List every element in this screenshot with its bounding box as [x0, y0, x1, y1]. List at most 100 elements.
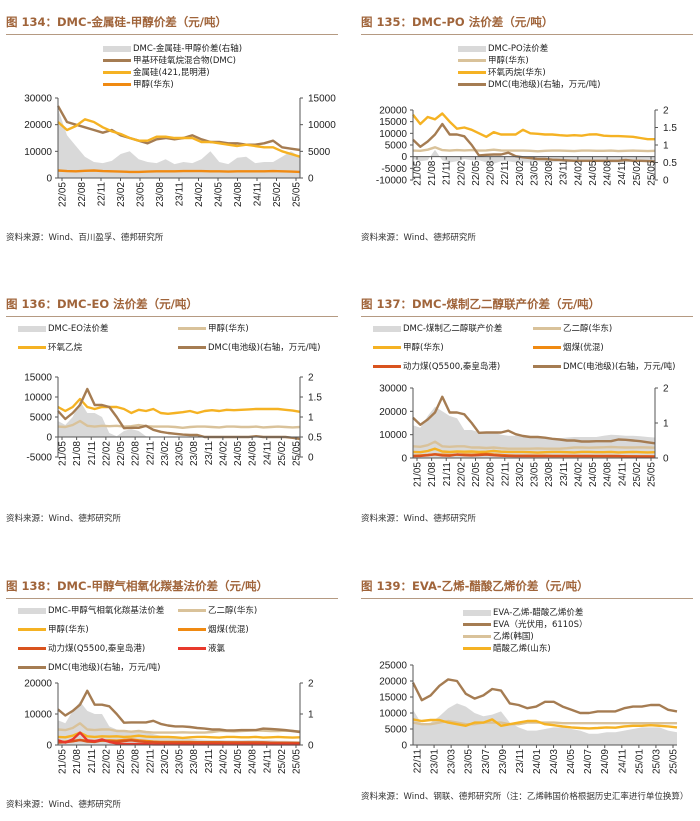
- legend-item: DMC-EO法价差: [18, 323, 108, 335]
- title-text: DMC-煤制乙二醇联产价差（元/吨）: [412, 297, 601, 311]
- title-text: DMC-金属硅-甲醇价差（元/吨）: [57, 15, 227, 29]
- x-tick-label: 23/08: [544, 160, 555, 185]
- y2-tick-label: 5000: [308, 147, 331, 158]
- legend-item: 甲醇(华东): [18, 624, 89, 636]
- legend-label: 动力煤(Q5500,秦皇岛港): [48, 644, 146, 654]
- legend-item: 乙烯(韩国): [463, 631, 534, 643]
- legend-item: DMC(电池级)(右轴，万元/吨): [458, 79, 600, 91]
- legend-area-swatch: [458, 45, 486, 52]
- legend-item: 甲醇(华东): [103, 79, 174, 91]
- legend-line-swatch: [463, 623, 491, 626]
- legend-label: 乙烯(韩国): [493, 632, 534, 642]
- line-series: [412, 440, 656, 450]
- x-tick-label: 24/05: [588, 160, 599, 185]
- figure-number: 图 135：: [361, 15, 413, 29]
- legend-item: 乙二醇(华东): [178, 605, 257, 617]
- x-tick-label: 23/05: [136, 182, 147, 207]
- legend-line-swatch: [178, 327, 206, 330]
- legend-label: EVA（光伏用，6110S）: [493, 620, 588, 630]
- figure-number: 图 138：: [6, 579, 58, 593]
- x-tick-label: 22/02: [456, 160, 467, 185]
- x-tick-label: 24/02: [573, 462, 584, 487]
- x-tick-label: 21/11: [442, 160, 453, 185]
- x-tick-label: 24/08: [603, 462, 614, 487]
- legend-line-swatch: [178, 647, 206, 650]
- x-tick-label: 23/05: [530, 462, 541, 487]
- x-tick-label: 21/11: [442, 462, 453, 487]
- x-tick-label: 22/05: [58, 182, 69, 207]
- y-tick-label: 15000: [379, 693, 407, 704]
- x-tick-label: 25/02: [632, 160, 643, 185]
- legend: DMC-PO法价差 甲醇(华东) 环氧丙烷(华东) DMC(电池级)(右轴，万元/吨): [458, 43, 688, 103]
- x-tick-label: 22/11: [500, 160, 511, 185]
- line-series: [57, 731, 301, 740]
- legend-line-swatch: [373, 346, 401, 349]
- legend-label: 环氧乙烷: [48, 343, 83, 353]
- legend-label: DMC(电池级)(右轴，万元/吨): [563, 362, 676, 372]
- legend-label: 烟煤(优混): [563, 343, 604, 353]
- legend-label: DMC(电池级)(右轴，万元/吨): [208, 343, 321, 353]
- y2-tick-label: 0: [308, 453, 314, 464]
- legend-line-swatch: [18, 346, 46, 349]
- x-tick-label: 22/08: [131, 441, 142, 466]
- y-tick-label: 30000: [379, 384, 407, 395]
- legend-label: DMC-EO法价差: [48, 324, 109, 334]
- x-tick-label: 24/11: [262, 749, 273, 774]
- y2-tick-label: 1: [663, 141, 669, 152]
- x-tick-label: 23/02: [515, 160, 526, 185]
- legend-item: 环氧乙烷: [18, 342, 82, 354]
- legend-line-swatch: [458, 59, 486, 62]
- y-tick-label: 15000: [379, 117, 407, 128]
- line-series: [57, 731, 300, 746]
- x-tick-label: 24/09: [600, 749, 611, 774]
- legend-line-swatch: [18, 628, 46, 631]
- legend-label: 动力煤(Q5500,秦皇岛港): [403, 362, 501, 372]
- x-tick-label: 25/02: [277, 749, 288, 774]
- figure-number: 图 134：: [6, 15, 58, 29]
- y-tick-label: 0: [46, 433, 52, 444]
- legend-label: DMC-金属硅-甲醇价差(右轴): [133, 44, 243, 54]
- legend-item: DMC(电池级)(右轴，万元/吨): [178, 342, 320, 354]
- x-tick-label: 24/01: [532, 749, 543, 774]
- legend-label: 液氯: [208, 644, 226, 654]
- panel-fig137: 图 137：DMC-煤制乙二醇联产价差（元/吨） DMC-煤制乙二醇联产价差 乙二…: [355, 295, 695, 530]
- legend-label: 甲醇(华东): [48, 625, 89, 635]
- legend-line-swatch: [458, 83, 486, 86]
- legend-item: DMC(电池级)(右轴，万元/吨): [18, 662, 160, 674]
- y2-tick-label: 2: [308, 373, 314, 384]
- x-tick-label: 22/11: [413, 749, 424, 774]
- x-tick-label: 23/05: [175, 749, 186, 774]
- y2-tick-label: 1: [663, 419, 669, 430]
- x-tick-label: 21/11: [87, 441, 98, 466]
- y2-tick-label: 0: [308, 741, 314, 752]
- x-tick-label: 24/11: [617, 749, 628, 774]
- line-series: [412, 146, 656, 153]
- legend-line-swatch: [178, 346, 206, 349]
- x-tick-label: 25/05: [669, 749, 680, 774]
- y2-tick-label: 0: [663, 454, 669, 465]
- x-tick-label: 23/07: [481, 749, 492, 774]
- x-tick-label: 24/05: [233, 749, 244, 774]
- chart-title: 图 135：DMC-PO 法价差（元/吨）: [355, 13, 695, 31]
- x-tick-label: 23/03: [447, 749, 458, 774]
- x-tick-label: 24/08: [603, 160, 614, 185]
- x-tick-label: 24/05: [233, 441, 244, 466]
- x-tick-label: 22/08: [486, 160, 497, 185]
- title-divider: [6, 598, 338, 599]
- x-tick-label: 23/11: [559, 160, 570, 185]
- legend-area-swatch: [18, 325, 46, 332]
- y2-tick-label: 2: [663, 384, 669, 395]
- x-tick-label: 21/05: [413, 160, 424, 185]
- x-tick-label: 22/08: [77, 182, 88, 207]
- legend-line-swatch: [103, 59, 131, 62]
- legend-item: EVA（光伏用，6110S）: [463, 619, 587, 631]
- y-tick-label: 10000: [379, 430, 407, 441]
- x-tick-label: 23/05: [175, 441, 186, 466]
- y-tick-label: 0: [401, 741, 407, 752]
- x-tick-label: 25/05: [292, 749, 303, 774]
- x-tick-label: 23/01: [430, 749, 441, 774]
- x-tick-label: 22/11: [97, 182, 108, 207]
- x-tick-label: 24/02: [573, 160, 584, 185]
- panel-fig139: 图 139：EVA-乙烯-醋酸乙烯价差（元/吨） EVA-乙烯-醋酸乙烯价差 EV…: [355, 577, 695, 817]
- x-tick-label: 22/02: [101, 749, 112, 774]
